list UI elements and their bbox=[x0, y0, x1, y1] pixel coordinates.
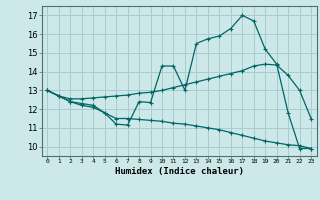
X-axis label: Humidex (Indice chaleur): Humidex (Indice chaleur) bbox=[115, 167, 244, 176]
